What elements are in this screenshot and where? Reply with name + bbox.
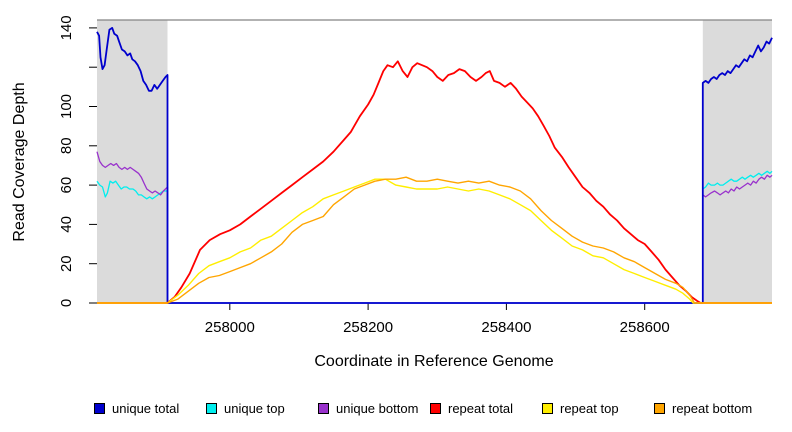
series-repeat-bottom <box>97 176 772 304</box>
masked-region-left <box>97 20 168 303</box>
x-axis-title: Coordinate in Reference Genome <box>314 353 553 370</box>
y-tick-label: 100 <box>58 94 75 119</box>
legend-item-unique-top: unique top <box>206 401 318 416</box>
legend-swatch-icon <box>206 403 217 414</box>
series-repeat-top <box>97 178 772 304</box>
legend-item-repeat-total: repeat total <box>430 401 542 416</box>
legend-label: unique top <box>224 401 285 416</box>
legend: unique total unique top unique bottom repea… <box>94 401 766 416</box>
legend-swatch-icon <box>430 403 441 414</box>
legend-item-repeat-bottom: repeat bottom <box>654 401 766 416</box>
y-tick-label: 20 <box>58 255 75 272</box>
x-tick-label: 258600 <box>620 319 670 336</box>
legend-label: repeat total <box>448 401 514 416</box>
series-repeat-total <box>97 60 772 304</box>
chart-canvas: 258000 258200 258400 258600020406080100140 … <box>11 15 773 370</box>
y-axis-title: Read Coverage Depth <box>11 82 28 241</box>
y-tick-label: 140 <box>58 15 75 40</box>
masked-region-right <box>702 20 772 303</box>
legend-item-unique-bottom: unique bottom <box>318 401 430 416</box>
legend-label: repeat top <box>560 401 619 416</box>
y-tick-label: 40 <box>58 216 75 233</box>
x-tick-label: 258200 <box>343 319 393 336</box>
x-tick-label: 258000 <box>205 319 255 336</box>
x-tick-label: 258400 <box>481 319 531 336</box>
y-tick-label: 60 <box>58 177 75 194</box>
y-tick-label: 80 <box>58 137 75 154</box>
legend-item-repeat-top: repeat top <box>542 401 654 416</box>
legend-swatch-icon <box>542 403 553 414</box>
series-unique-bottom <box>96 151 773 304</box>
legend-swatch-icon <box>318 403 329 414</box>
legend-label: unique bottom <box>336 401 419 416</box>
legend-label: repeat bottom <box>672 401 753 416</box>
series-unique-total <box>96 26 773 304</box>
legend-swatch-icon <box>654 403 665 414</box>
legend-swatch-icon <box>94 403 105 414</box>
legend-item-unique-total: unique total <box>94 401 206 416</box>
legend-label: unique total <box>112 401 180 416</box>
y-tick-label: 0 <box>58 299 75 307</box>
